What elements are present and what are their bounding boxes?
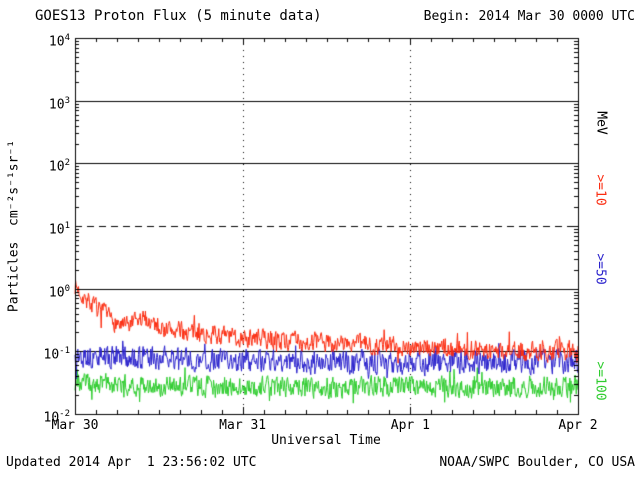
series-label-ge10: >=10 [592, 174, 608, 206]
y-tick-label: 103 [48, 95, 70, 112]
x-tick-label: Mar 30 [51, 418, 99, 433]
x-axis-label: Universal Time [271, 433, 381, 448]
y-tick-label: 10-2 [43, 409, 71, 426]
y-tick-label: 102 [48, 158, 70, 175]
series-label-ge50: >=50 [592, 253, 608, 285]
x-tick-label: Mar 31 [219, 418, 267, 433]
updated-timestamp: Updated 2014 Apr 1 23:56:02 UTC [6, 455, 257, 470]
x-tick-label: Apr 1 [390, 418, 430, 433]
x-tick-label: Apr 2 [558, 418, 598, 433]
y-tick-label: 100 [48, 283, 70, 300]
y-tick-label: 10-1 [43, 346, 71, 363]
right-axis-unit-label: MeV [593, 111, 609, 135]
y-tick-label: 104 [48, 33, 70, 50]
series-label-ge100: >=100 [592, 361, 608, 401]
y-tick-label: 101 [48, 221, 70, 238]
source-attribution: NOAA/SWPC Boulder, CO USA [439, 455, 635, 470]
y-axis-label: Particles cm⁻²s⁻¹sr⁻¹ [6, 139, 22, 313]
